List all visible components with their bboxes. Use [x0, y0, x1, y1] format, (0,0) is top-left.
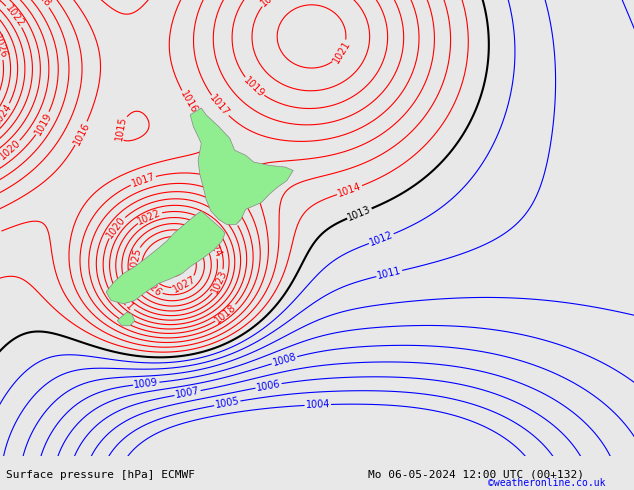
Text: 1015: 1015 — [0, 227, 3, 245]
Text: 1024: 1024 — [203, 233, 223, 259]
Text: 1021: 1021 — [0, 0, 11, 1]
Text: ©weatheronline.co.uk: ©weatheronline.co.uk — [488, 478, 605, 488]
Text: 1019: 1019 — [242, 75, 266, 99]
Text: 1008: 1008 — [271, 352, 297, 368]
Text: 1006: 1006 — [256, 379, 281, 393]
Text: 1005: 1005 — [214, 396, 240, 410]
Text: 1017: 1017 — [130, 172, 157, 189]
Text: 1009: 1009 — [134, 377, 159, 390]
Text: 1027: 1027 — [171, 274, 198, 295]
Text: 1024: 1024 — [0, 101, 14, 127]
Polygon shape — [117, 312, 135, 326]
Text: 1020: 1020 — [0, 138, 23, 162]
Text: 1023: 1023 — [210, 269, 229, 295]
Text: 1013: 1013 — [346, 204, 373, 223]
Text: 1020: 1020 — [259, 0, 284, 9]
Text: 1021: 1021 — [112, 289, 136, 314]
Text: 1018: 1018 — [29, 0, 53, 10]
Text: 1026: 1026 — [0, 34, 9, 60]
Text: 1014: 1014 — [337, 181, 363, 199]
Text: 1012: 1012 — [368, 230, 394, 248]
Polygon shape — [107, 211, 225, 304]
Text: 1025: 1025 — [128, 246, 143, 273]
Text: 1007: 1007 — [174, 386, 200, 400]
Text: 1026: 1026 — [138, 275, 164, 299]
Text: 1004: 1004 — [306, 399, 330, 410]
Text: 1016: 1016 — [178, 89, 198, 115]
Text: 1011: 1011 — [376, 266, 403, 281]
Polygon shape — [190, 108, 294, 224]
Text: Surface pressure [hPa] ECMWF: Surface pressure [hPa] ECMWF — [6, 469, 195, 480]
Text: 1017: 1017 — [208, 93, 231, 119]
Text: 1016: 1016 — [72, 120, 91, 147]
Text: 1022: 1022 — [136, 207, 163, 226]
Text: 1022: 1022 — [3, 3, 26, 29]
Text: Mo 06-05-2024 12:00 UTC (00+132): Mo 06-05-2024 12:00 UTC (00+132) — [368, 469, 584, 480]
Text: 1018: 1018 — [214, 302, 238, 325]
Text: 1015: 1015 — [113, 115, 127, 141]
Text: 1019: 1019 — [218, 202, 242, 227]
Text: 1020: 1020 — [105, 215, 127, 240]
Text: 1019: 1019 — [32, 110, 53, 137]
Text: 1021: 1021 — [331, 39, 352, 65]
